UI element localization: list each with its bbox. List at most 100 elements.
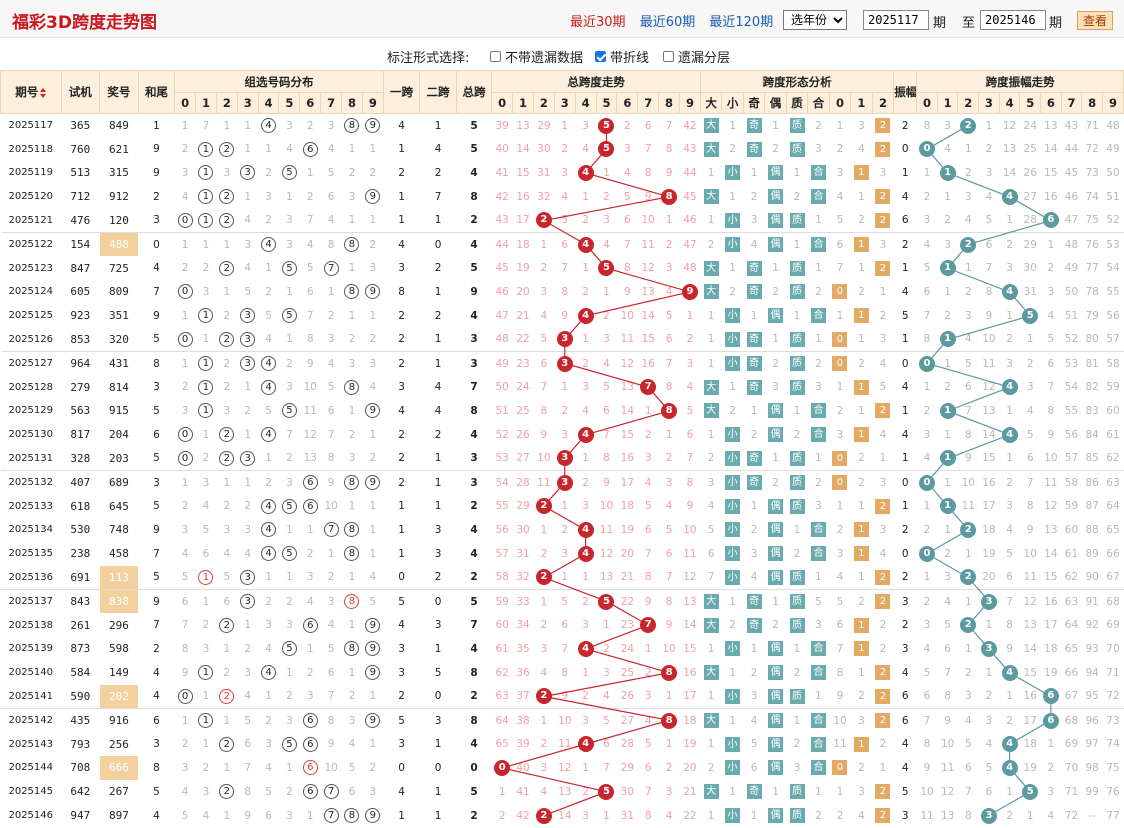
query-button[interactable]: 查看: [1077, 11, 1113, 30]
span-trend-cell: 31: [537, 166, 551, 179]
amp-trend-cell: 2: [957, 231, 979, 257]
span-trend-cell: 5: [665, 523, 673, 536]
span2-cell: 1: [434, 738, 442, 751]
span-trend-cell: 13: [558, 785, 572, 798]
option-no-missing[interactable]: 不带遗漏数据: [490, 47, 583, 66]
header-issue[interactable]: 期号: [0, 70, 62, 114]
option-with-line[interactable]: 带折线: [595, 47, 649, 66]
span-trend-cell: 7: [644, 547, 652, 560]
group-dist-cell: 1: [196, 661, 217, 685]
amp-trend-cell: 8: [985, 285, 993, 298]
span-form-cell: 1: [815, 333, 822, 346]
header-trend-digit: 6: [616, 92, 639, 114]
group-dist-cell: 7: [306, 309, 314, 322]
amp-trend-cell: 1: [923, 571, 931, 584]
amp-trend-cell: 43: [1064, 119, 1079, 132]
form-tag: 奇: [746, 118, 762, 134]
span-form-cell: 2: [815, 285, 822, 298]
sort-icon[interactable]: [40, 87, 47, 98]
group-hit-circle: 0: [177, 284, 193, 300]
amp-trend-cell: 3: [1047, 785, 1055, 798]
group-dist-cell: 3: [341, 350, 363, 376]
checkbox-no-missing[interactable]: [490, 51, 501, 62]
group-dist-cell: 6: [300, 756, 321, 780]
span-form-cell: 2: [858, 452, 865, 465]
award-number-cell: 315: [108, 166, 129, 180]
amp-trend-cell: 4: [999, 756, 1020, 780]
span-trend-cell: 11: [599, 523, 614, 536]
span-trend-cell: 24: [516, 381, 530, 394]
amp-trend-cell: 66: [1064, 666, 1079, 679]
form-tag: 合: [810, 189, 826, 205]
period-link-30[interactable]: 最近30期: [570, 15, 626, 30]
amp-trend-cell: 99: [1085, 785, 1099, 798]
group-dist-cell: 6: [265, 809, 272, 822]
group-hit-circle: 2: [219, 450, 235, 466]
to-issue-input[interactable]: [980, 10, 1046, 30]
span-form-cell: 小: [722, 304, 743, 328]
amplitude-cell: 4: [901, 190, 909, 203]
group-dist-cell: 3: [369, 785, 377, 798]
header-trend-digit: 7: [637, 92, 660, 114]
test-number-cell: 584: [70, 666, 91, 680]
span-form-cell: 1: [850, 231, 873, 257]
form-zone-tag: 1: [853, 308, 869, 324]
span-trend-cell: 2: [561, 143, 569, 156]
option-layered[interactable]: 遗漏分层: [663, 47, 730, 66]
amp-trend-cell: 55: [1106, 285, 1120, 298]
amp-trend-cell: 71: [1064, 785, 1079, 798]
amp-trend-cell: 1: [957, 588, 979, 614]
form-tag: 质: [789, 331, 805, 347]
span-trend-cell: 4: [575, 231, 597, 257]
amp-trend-cell: 7: [923, 309, 931, 322]
span-form-cell: 7: [836, 642, 844, 655]
span2-cell: 7: [434, 190, 442, 203]
amp-trend-cell: 76: [1081, 231, 1103, 257]
issue-cell: 2025140: [8, 667, 54, 679]
year-select[interactable]: 选年份: [783, 10, 847, 30]
span-form-cell: 1: [815, 571, 822, 584]
group-dist-cell: 5: [202, 523, 210, 536]
span-trend-cell: 3: [679, 350, 701, 376]
issue-cell: 2025137: [0, 588, 61, 614]
group-dist-cell: 8: [341, 231, 363, 257]
form-tag: 偶: [768, 212, 784, 228]
period-link-60[interactable]: 最近60期: [639, 15, 696, 30]
span-trend-ball: 4: [577, 164, 594, 181]
span2-cell: 3: [434, 619, 442, 632]
form-tag: 小: [725, 212, 741, 228]
span-trend-cell: 2: [644, 666, 652, 679]
checkbox-with-line[interactable]: [595, 51, 606, 62]
span-form-cell: 小: [722, 756, 743, 780]
amp-trend-cell: 5: [1006, 547, 1013, 560]
amp-trend-cell: 75: [1106, 761, 1120, 774]
form-tag: 小: [725, 498, 741, 514]
form-tag: 质: [789, 284, 805, 300]
issue-cell: 2025123: [8, 262, 54, 274]
group-hit-circle: 0: [177, 212, 193, 228]
span-form-cell: 2: [729, 143, 736, 156]
group-hit-circle: 3: [240, 165, 256, 181]
amp-trend-cell: 57: [1064, 452, 1079, 465]
issue-cell: 2025135: [8, 548, 54, 560]
amp-trend-cell: 6: [1041, 209, 1062, 233]
test-number-cell: 590: [70, 689, 91, 703]
span-trend-cell: 9: [679, 280, 700, 304]
form-tag: 偶: [768, 237, 784, 253]
form-tag: 奇: [746, 356, 762, 372]
from-issue-input[interactable]: [863, 10, 929, 30]
span-trend-cell: 3: [554, 350, 576, 376]
table-row: 2025145 642 267 5 4 3 2 8 5 2 6 7 6 3 4 1 5 1 41 4 13 2 5 30 7 3 2…: [1, 780, 1124, 804]
amp-trend-ball: 4: [1001, 664, 1018, 681]
checkbox-layered[interactable]: [663, 51, 674, 62]
group-dist-cell: 1: [244, 619, 252, 632]
group-dist-cell: 1: [348, 309, 356, 322]
table-row: 2025128 279 814 3 2 1 2 1 4 3 10 5 8 4 3 4 7 50 24 7 1 3 5 13 7 8…: [1, 375, 1124, 399]
amp-trend-cell: 4: [916, 231, 938, 257]
group-dist-cell: 8: [320, 231, 342, 257]
span-trend-cell: 7: [658, 350, 680, 376]
group-dist-cell: 9: [362, 804, 383, 828]
period-link-120[interactable]: 最近120期: [709, 15, 774, 30]
span-trend-cell: 7: [638, 375, 659, 399]
span-form-cell: 4: [743, 707, 765, 733]
